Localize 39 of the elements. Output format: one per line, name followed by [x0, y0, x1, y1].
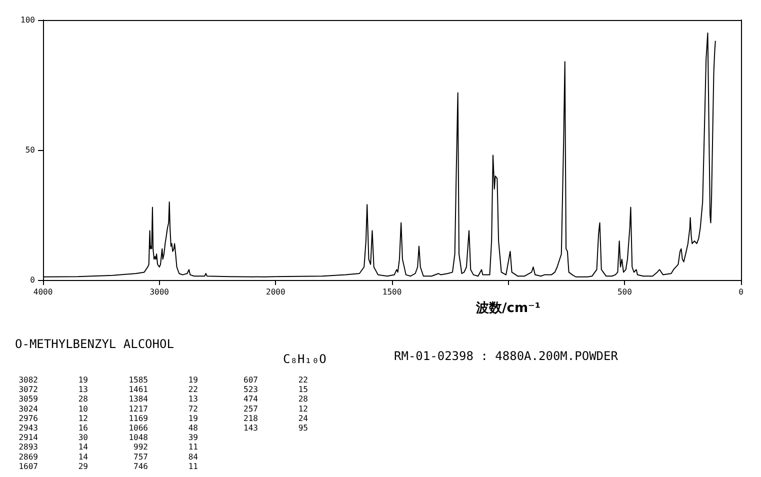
text: 143 95: [244, 424, 308, 432]
text: 474 28: [244, 394, 308, 404]
text: 1217 72: [128, 404, 198, 414]
text: 757 84: [134, 452, 198, 462]
x-tick-label: 2000: [266, 288, 286, 296]
text: 218 24: [244, 414, 308, 423]
text: RM-01-02398 : 4880A.200M.POWDER: [394, 349, 619, 363]
text: 1066 48: [128, 424, 198, 432]
text: 1048 39: [128, 433, 198, 442]
text: C₈H₁₀O: [283, 352, 326, 366]
text: 1461 22: [128, 385, 198, 394]
text: 3082 19: [18, 376, 88, 384]
x-tick-label: 500: [617, 288, 632, 296]
text: 746 11: [134, 462, 198, 471]
text: 1607 29: [18, 462, 88, 471]
text: 2976 12: [18, 414, 88, 423]
x-axis-title: 波数/cm⁻¹: [475, 301, 541, 316]
y-tick-label: 0: [30, 276, 36, 284]
x-tick-label: 0: [738, 288, 744, 296]
x-tick-label: 4000: [33, 288, 53, 296]
y-tick-label: 50: [25, 146, 36, 154]
text: 1384 13: [128, 394, 198, 404]
text: 257 12: [244, 404, 308, 414]
text: 2943 16: [18, 424, 88, 432]
text: 992 11: [134, 442, 198, 452]
text: 3072 13: [18, 385, 88, 394]
x-tick-label: 3000: [150, 288, 170, 296]
text: 3024 10: [18, 404, 88, 414]
y-tick-label: 100: [20, 16, 36, 24]
text: O-METHYLBENZYL ALCOHOL: [15, 337, 174, 351]
text: 607 22: [244, 376, 308, 384]
text: 523 15: [244, 385, 308, 394]
text: 2914 30: [18, 433, 88, 442]
text: 1169 19: [128, 414, 198, 423]
text: 3059 28: [18, 394, 88, 404]
text: 1585 19: [128, 376, 198, 384]
x-tick-label: 1500: [382, 288, 402, 296]
text: 2869 14: [18, 452, 88, 462]
text: 2893 14: [18, 442, 88, 452]
